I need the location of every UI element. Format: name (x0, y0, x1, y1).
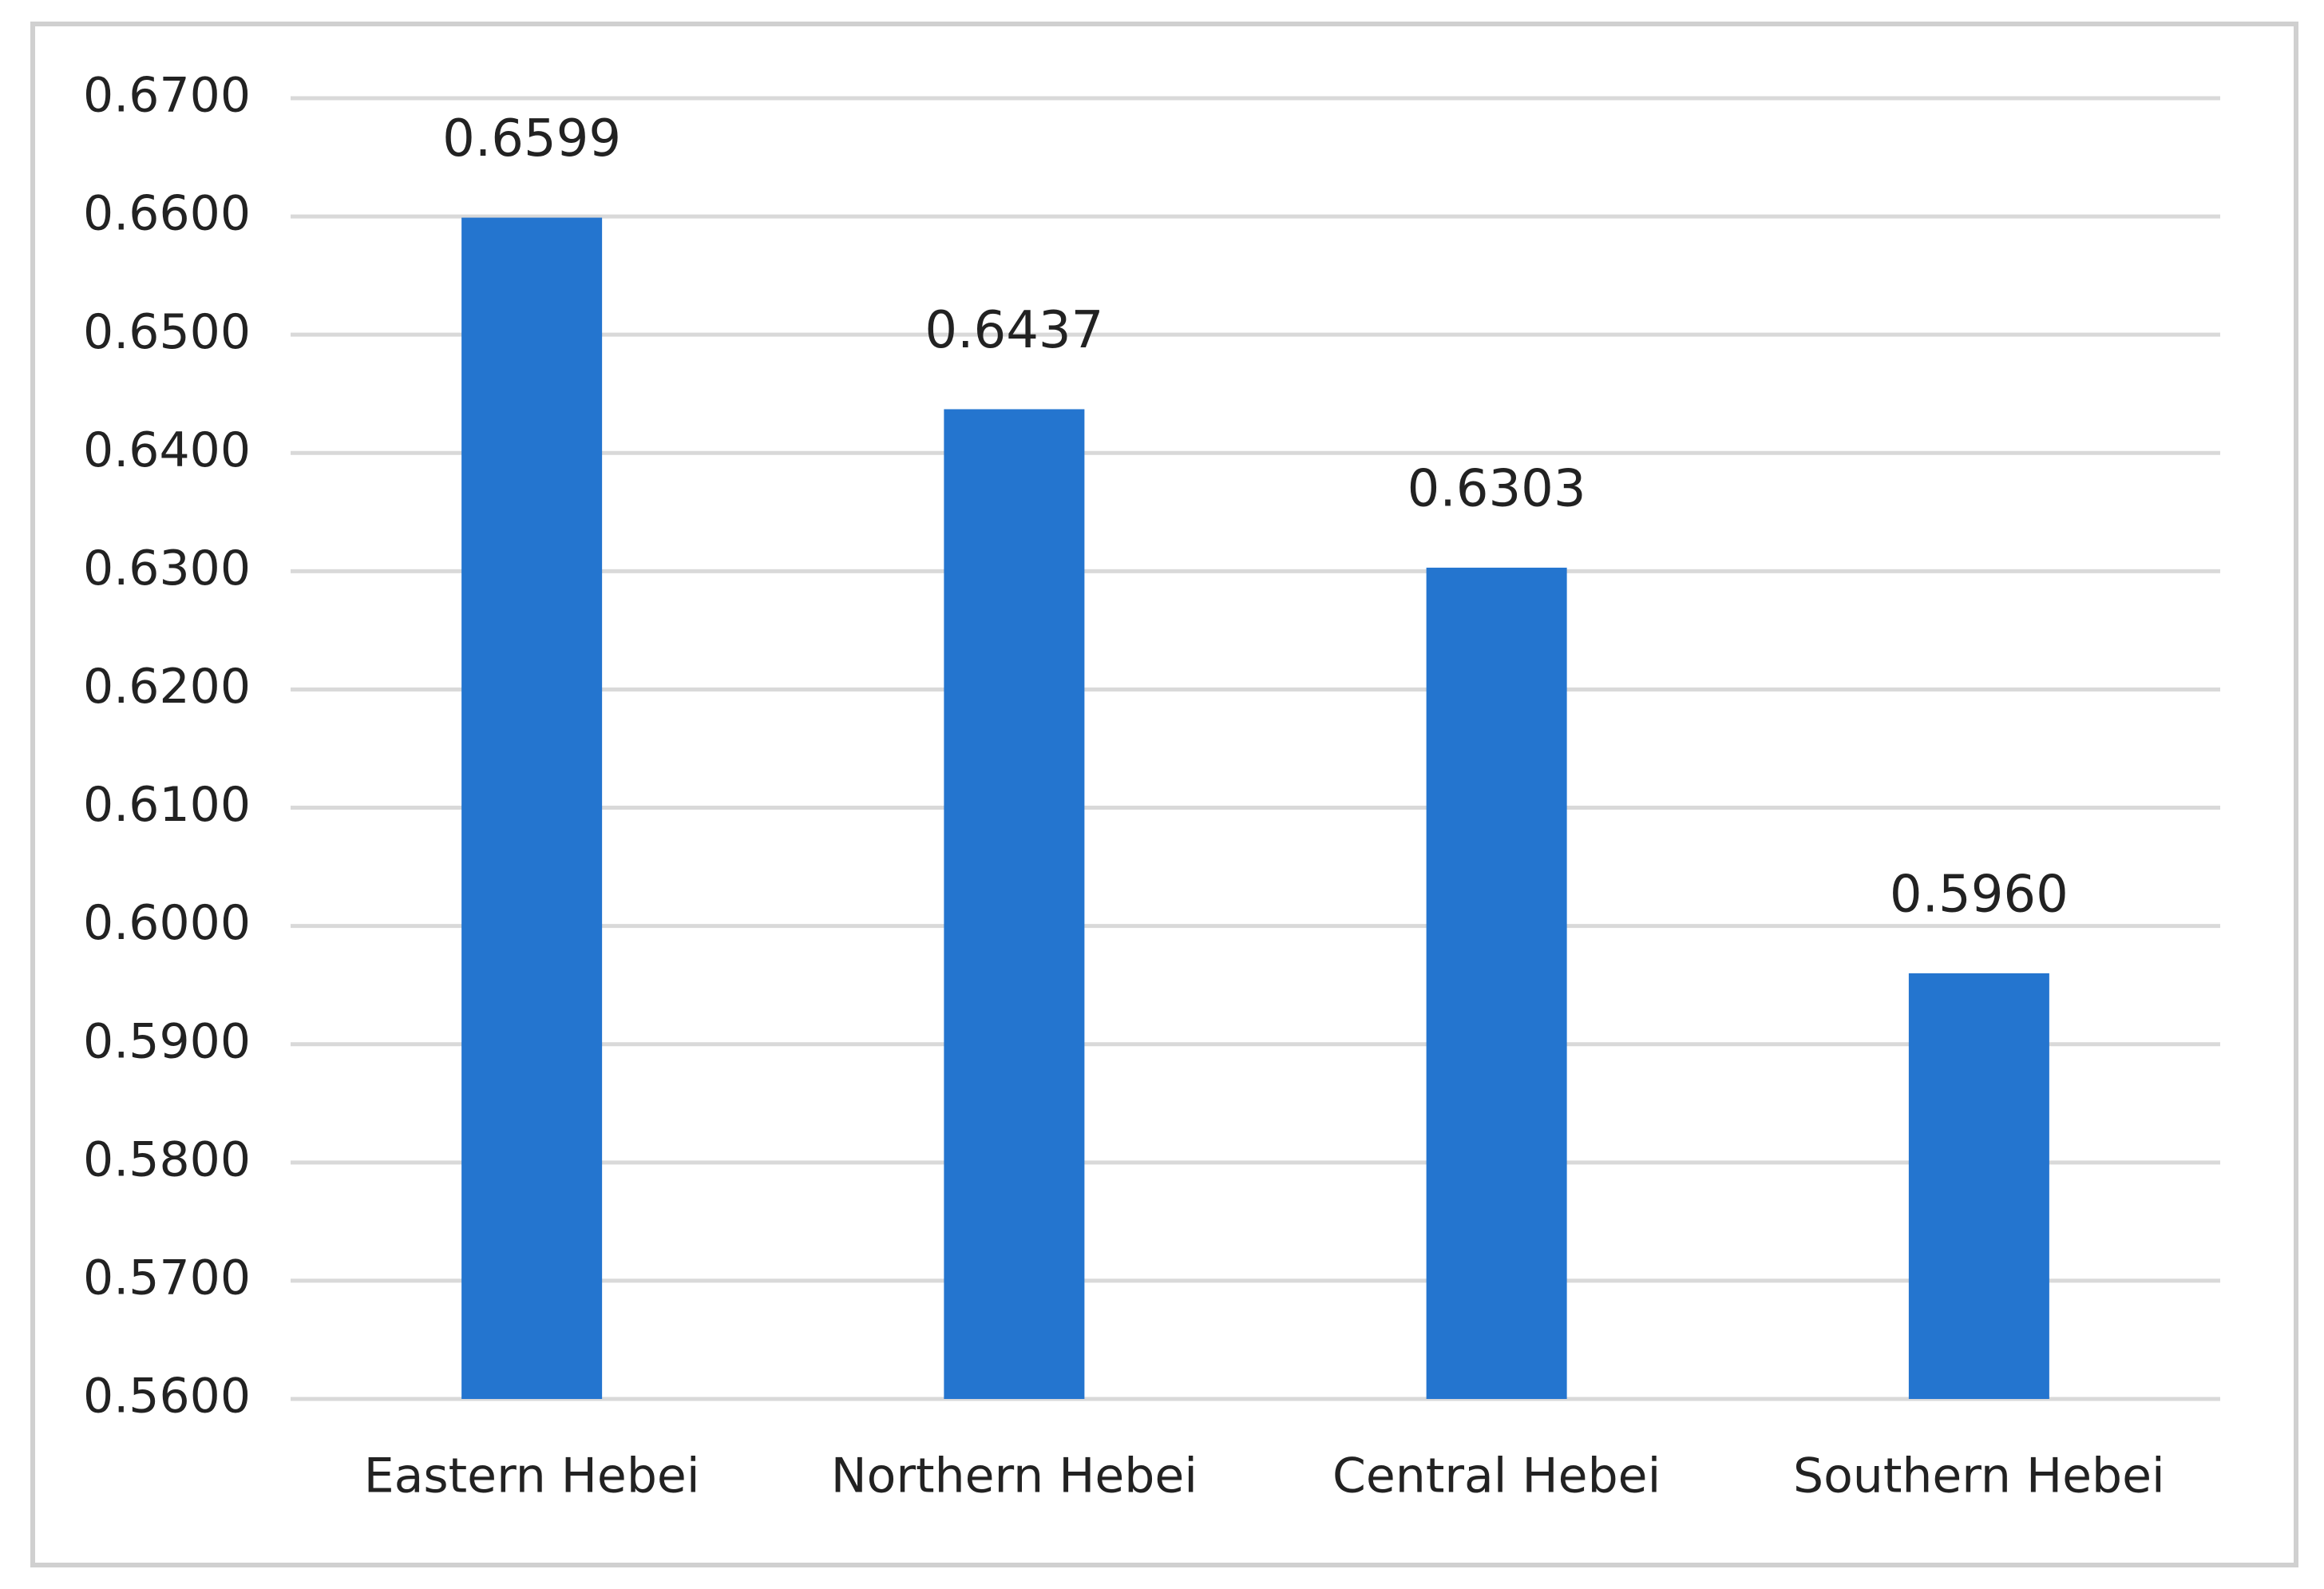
y-tick-label: 0.6200 (83, 659, 251, 715)
y-tick-label: 0.6700 (83, 68, 251, 124)
bar (944, 409, 1085, 1400)
y-tick-label: 0.6600 (83, 186, 251, 242)
y-tick-label: 0.5600 (83, 1369, 251, 1425)
y-tick-label: 0.6100 (83, 777, 251, 833)
bar (1426, 567, 1567, 1399)
data-label: 0.6303 (1407, 459, 1586, 518)
y-tick-label: 0.6000 (83, 895, 251, 951)
y-tick-label: 0.5900 (83, 1013, 251, 1069)
y-tick-label: 0.5700 (83, 1250, 251, 1306)
y-tick-label: 0.5800 (83, 1131, 251, 1187)
x-tick-label: Northern Hebei (831, 1448, 1198, 1504)
y-tick-label: 0.6300 (83, 541, 251, 596)
data-label: 0.6437 (924, 301, 1103, 360)
x-tick-label: Southern Hebei (1793, 1448, 2165, 1504)
bar (1908, 973, 2049, 1399)
y-tick-label: 0.6500 (83, 304, 251, 360)
data-label: 0.6599 (442, 109, 621, 168)
bar (461, 217, 603, 1400)
data-label: 0.5960 (1890, 865, 2069, 924)
x-tick-label: Eastern Hebei (364, 1448, 700, 1504)
x-tick-label: Central Hebei (1332, 1448, 1661, 1504)
y-tick-label: 0.6400 (83, 422, 251, 478)
